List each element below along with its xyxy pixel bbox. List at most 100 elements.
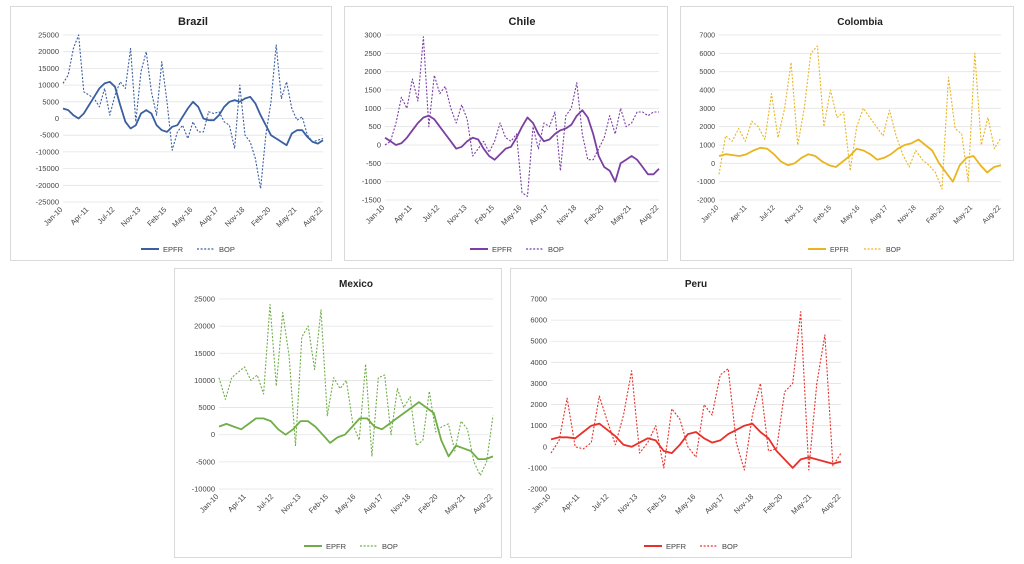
y-tick-label: 3000 (530, 379, 547, 388)
x-tick-label: Feb-20 (761, 492, 784, 515)
chart-svg: Chile 3000 2500 2000 1500 1000 500 0 -500 -1000 -1… (362, 16, 661, 254)
x-tick-label: Aug-17 (869, 204, 890, 225)
chart-panel-mexico: Mexico 25000 20000 15000 10000 5000 0 -5000 -100… (174, 268, 502, 558)
x-tick-label: Feb-15 (645, 492, 668, 515)
legend-label-epfr: EPFR (830, 247, 849, 254)
x-tick-label: Jul-12 (254, 492, 275, 513)
x-tick-label: Apr-11 (392, 203, 414, 225)
x-tick-label: Jan-10 (700, 204, 720, 224)
y-tick-label: 20000 (194, 322, 215, 331)
x-tick-label: May-21 (789, 492, 813, 516)
y-tick-label: 5000 (530, 337, 547, 346)
y-tick-label: 4000 (699, 88, 715, 95)
x-tick-label: Apr-11 (69, 205, 91, 227)
x-tick-label: May-21 (274, 205, 298, 229)
y-tick-label: 0 (543, 442, 547, 451)
x-tick-label: Nov-18 (897, 204, 918, 225)
x-tick-label: May-16 (333, 492, 357, 516)
x-tick-label: Feb-15 (473, 203, 496, 226)
y-tick-label: -10000 (36, 147, 59, 156)
series-line-epfr (384, 109, 660, 183)
y-tick-label: 6000 (699, 51, 715, 58)
y-tick-label: -20000 (36, 181, 59, 190)
x-tick-label: Aug-17 (197, 205, 220, 228)
chart-title: Mexico (339, 279, 373, 290)
chart-title: Colombia (837, 17, 883, 28)
y-tick-label: 5000 (42, 97, 59, 106)
y-tick-label: 10000 (194, 376, 215, 385)
y-tick-label: 2000 (699, 124, 715, 131)
x-tick-label: Nov-13 (784, 204, 805, 225)
x-tick-label: May-21 (953, 204, 975, 226)
x-tick-label: Apr-11 (226, 492, 248, 514)
y-tick-label: -500 (366, 159, 381, 168)
chart-panel-peru: Peru 7000 6000 5000 4000 3000 2000 1000 0 -1000 -2… (510, 268, 852, 558)
x-tick-label: Jan-10 (42, 205, 65, 228)
series-line-bop (384, 36, 659, 197)
x-tick-label: Aug-22 (819, 492, 842, 515)
x-tick-label: Feb-15 (307, 492, 330, 515)
x-tick-label: May-16 (499, 203, 523, 227)
series-line-bop (718, 45, 1002, 190)
x-tick-label: Aug-22 (981, 204, 1002, 225)
y-tick-label: 15000 (194, 349, 215, 358)
y-tick-label: 500 (368, 122, 381, 131)
legend-label-epfr: EPFR (666, 542, 687, 551)
x-tick-label: Feb-15 (145, 205, 168, 228)
y-tick-label: 2500 (364, 49, 381, 58)
y-tick-label: 6000 (530, 316, 547, 325)
x-tick-label: Jan-10 (198, 492, 221, 515)
y-tick-label: 1500 (364, 86, 381, 95)
x-tick-label: Aug-22 (471, 492, 494, 515)
y-tick-label: -1000 (697, 179, 715, 186)
y-tick-label: 2000 (364, 67, 381, 76)
y-tick-label: -2000 (528, 485, 547, 494)
series-line-bop (218, 303, 494, 476)
chart-title: Peru (685, 279, 707, 290)
x-tick-label: Jan-10 (364, 203, 387, 226)
series-line-epfr (718, 138, 1002, 183)
x-tick-label: Feb-20 (416, 492, 439, 515)
x-tick-label: Apr-11 (560, 492, 582, 514)
y-tick-label: 0 (211, 430, 215, 439)
x-tick-label: Nov-13 (445, 203, 468, 226)
y-tick-label: 2000 (530, 400, 547, 409)
x-tick-label: Feb-20 (582, 203, 605, 226)
x-tick-label: Aug-17 (703, 492, 726, 515)
chart-panel-chile: Chile 3000 2500 2000 1500 1000 500 0 -500 -1000 -1… (344, 6, 668, 261)
x-tick-label: Nov-13 (279, 492, 302, 515)
legend-label-bop: BOP (722, 542, 738, 551)
chart-title: Chile (509, 16, 536, 28)
x-tick-label: May-21 (443, 492, 467, 516)
y-tick-label: 7000 (699, 33, 715, 40)
y-tick-label: 15000 (38, 64, 59, 73)
legend-label-epfr: EPFR (492, 245, 513, 254)
y-tick-label: -1000 (528, 463, 547, 472)
x-tick-label: Jul-12 (420, 203, 441, 224)
x-tick-label: Apr-11 (729, 204, 749, 224)
y-tick-label: 0 (55, 114, 59, 123)
legend-label-bop: BOP (886, 247, 901, 254)
x-tick-label: Nov-18 (389, 492, 412, 515)
x-tick-label: Jul-12 (758, 204, 777, 223)
x-tick-label: Nov-18 (555, 203, 578, 226)
x-tick-label: Feb-20 (925, 204, 946, 225)
x-tick-label: Aug-17 (361, 492, 384, 515)
x-tick-label: May-21 (609, 203, 633, 227)
legend-label-epfr: EPFR (326, 542, 347, 551)
y-tick-label: -5000 (40, 131, 59, 140)
y-tick-label: -10000 (192, 485, 215, 494)
y-tick-label: 1000 (364, 104, 381, 113)
y-tick-label: -25000 (36, 198, 59, 207)
y-tick-label: 3000 (364, 31, 381, 40)
y-tick-label: 25000 (38, 31, 59, 40)
y-tick-label: 20000 (38, 47, 59, 56)
chart-svg: Brazil 25000 20000 15000 10000 5000 0 -5000 -100… (36, 16, 325, 254)
x-tick-label: Jul-12 (590, 492, 611, 513)
chart-title: Brazil (178, 16, 208, 28)
x-tick-label: Feb-15 (813, 204, 834, 225)
x-tick-label: May-16 (840, 204, 862, 226)
x-tick-label: Aug-17 (527, 203, 550, 226)
series-line-epfr (62, 80, 324, 147)
series-line-epfr (218, 401, 494, 461)
